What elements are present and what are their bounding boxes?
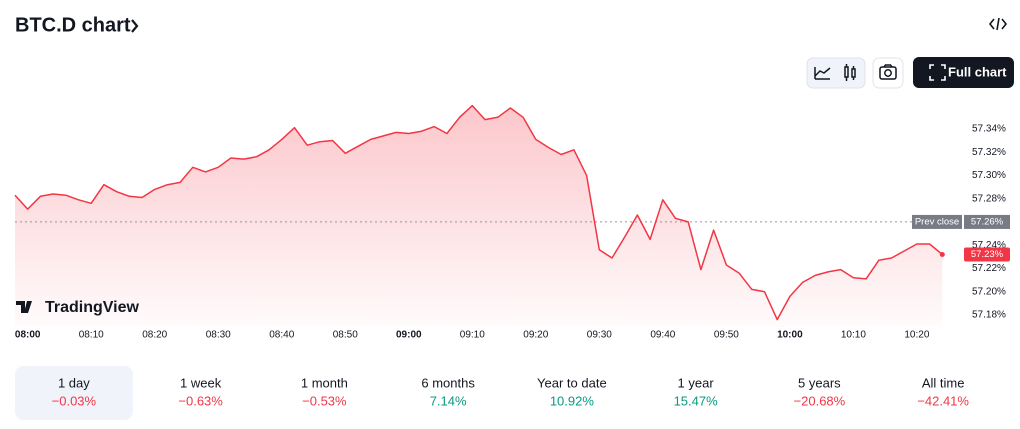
brand: TradingView — [45, 299, 140, 316]
line-style-icon[interactable] — [814, 67, 831, 80]
y-tick-label: 57.22% — [972, 263, 1006, 274]
x-tick-label: 08:10 — [79, 330, 104, 341]
candle-style-icon[interactable] — [844, 64, 856, 81]
plot: 57.18% 57.20% 57.22% 57.24% 57.28% 57.30% 57.3… — [14, 104, 1010, 341]
x-tick-label: 08:00 — [15, 330, 41, 341]
period-change[interactable]: −0.53% — [302, 393, 347, 408]
camera-icon[interactable] — [879, 64, 897, 80]
x-tick-label: 09:00 — [396, 330, 422, 341]
period-change[interactable]: 10.92% — [550, 393, 595, 408]
area-fill — [15, 105, 943, 327]
chart-title[interactable]: BTC.D chart — [15, 14, 131, 36]
period-change[interactable]: −0.63% — [178, 393, 223, 408]
period-label[interactable]: 1 month — [301, 375, 348, 390]
last-point — [939, 251, 945, 257]
y-tick-label: 57.32% — [972, 147, 1006, 158]
period-tab-bg[interactable] — [15, 366, 133, 420]
y-tick-label: 57.30% — [972, 170, 1006, 181]
x-tick-label: 08:20 — [142, 330, 167, 341]
full-chart-label[interactable]: Full chart — [948, 64, 1007, 79]
snapshot-button[interactable] — [872, 57, 904, 89]
embed-icon[interactable] — [988, 17, 1008, 31]
period-label[interactable]: 6 months — [421, 375, 475, 390]
last-value-label: 57.23% — [971, 249, 1004, 260]
x-tick-label: 09:30 — [587, 330, 612, 341]
title-chevron[interactable] — [131, 19, 139, 33]
x-tick-label: 08:50 — [333, 330, 358, 341]
period-change[interactable]: −42.41% — [917, 393, 969, 408]
x-tick-label: 10:20 — [904, 330, 929, 341]
prev-close-label: Prev close — [915, 216, 959, 227]
y-tick-label: 57.28% — [972, 193, 1006, 204]
x-tick-label: 09:50 — [714, 330, 739, 341]
x-tick-label: 08:30 — [206, 330, 231, 341]
y-tick-label: 57.34% — [972, 124, 1006, 135]
y-tick-label: 57.24% — [972, 240, 1006, 251]
period-label[interactable]: 1 day — [58, 375, 90, 390]
tv-logo — [16, 301, 32, 313]
period-label[interactable]: 1 year — [678, 375, 715, 390]
period-change[interactable]: −0.03% — [52, 393, 97, 408]
y-tick-label: 57.20% — [972, 286, 1006, 297]
period-label[interactable]: 5 years — [798, 375, 841, 390]
period-change[interactable]: 15.47% — [674, 393, 719, 408]
prev-close-value-tag — [964, 214, 1010, 229]
full-chart-button[interactable] — [913, 57, 1014, 88]
x-tick-label: 09:40 — [650, 330, 675, 341]
x-tick-label: 09:10 — [460, 330, 485, 341]
period-change[interactable]: 7.14% — [430, 393, 467, 408]
last-value-tag — [964, 247, 1010, 262]
prev-close-value: 57.26% — [971, 216, 1004, 227]
y-tick-label: 57.18% — [972, 310, 1006, 321]
x-tick-label: 10:10 — [841, 330, 866, 341]
x-tick-label: 08:40 — [269, 330, 294, 341]
prev-close-tag — [912, 214, 962, 229]
x-tick-label: 09:20 — [523, 330, 548, 341]
period-change[interactable]: −20.68% — [794, 393, 846, 408]
period-label[interactable]: 1 week — [180, 375, 222, 390]
period-label[interactable]: Year to date — [537, 375, 607, 390]
period-label[interactable]: All time — [922, 375, 965, 390]
area-line — [14, 104, 943, 321]
chart-style-toggle[interactable] — [806, 57, 866, 89]
fullscreen-icon[interactable] — [929, 64, 946, 81]
x-tick-label: 10:00 — [777, 330, 803, 341]
